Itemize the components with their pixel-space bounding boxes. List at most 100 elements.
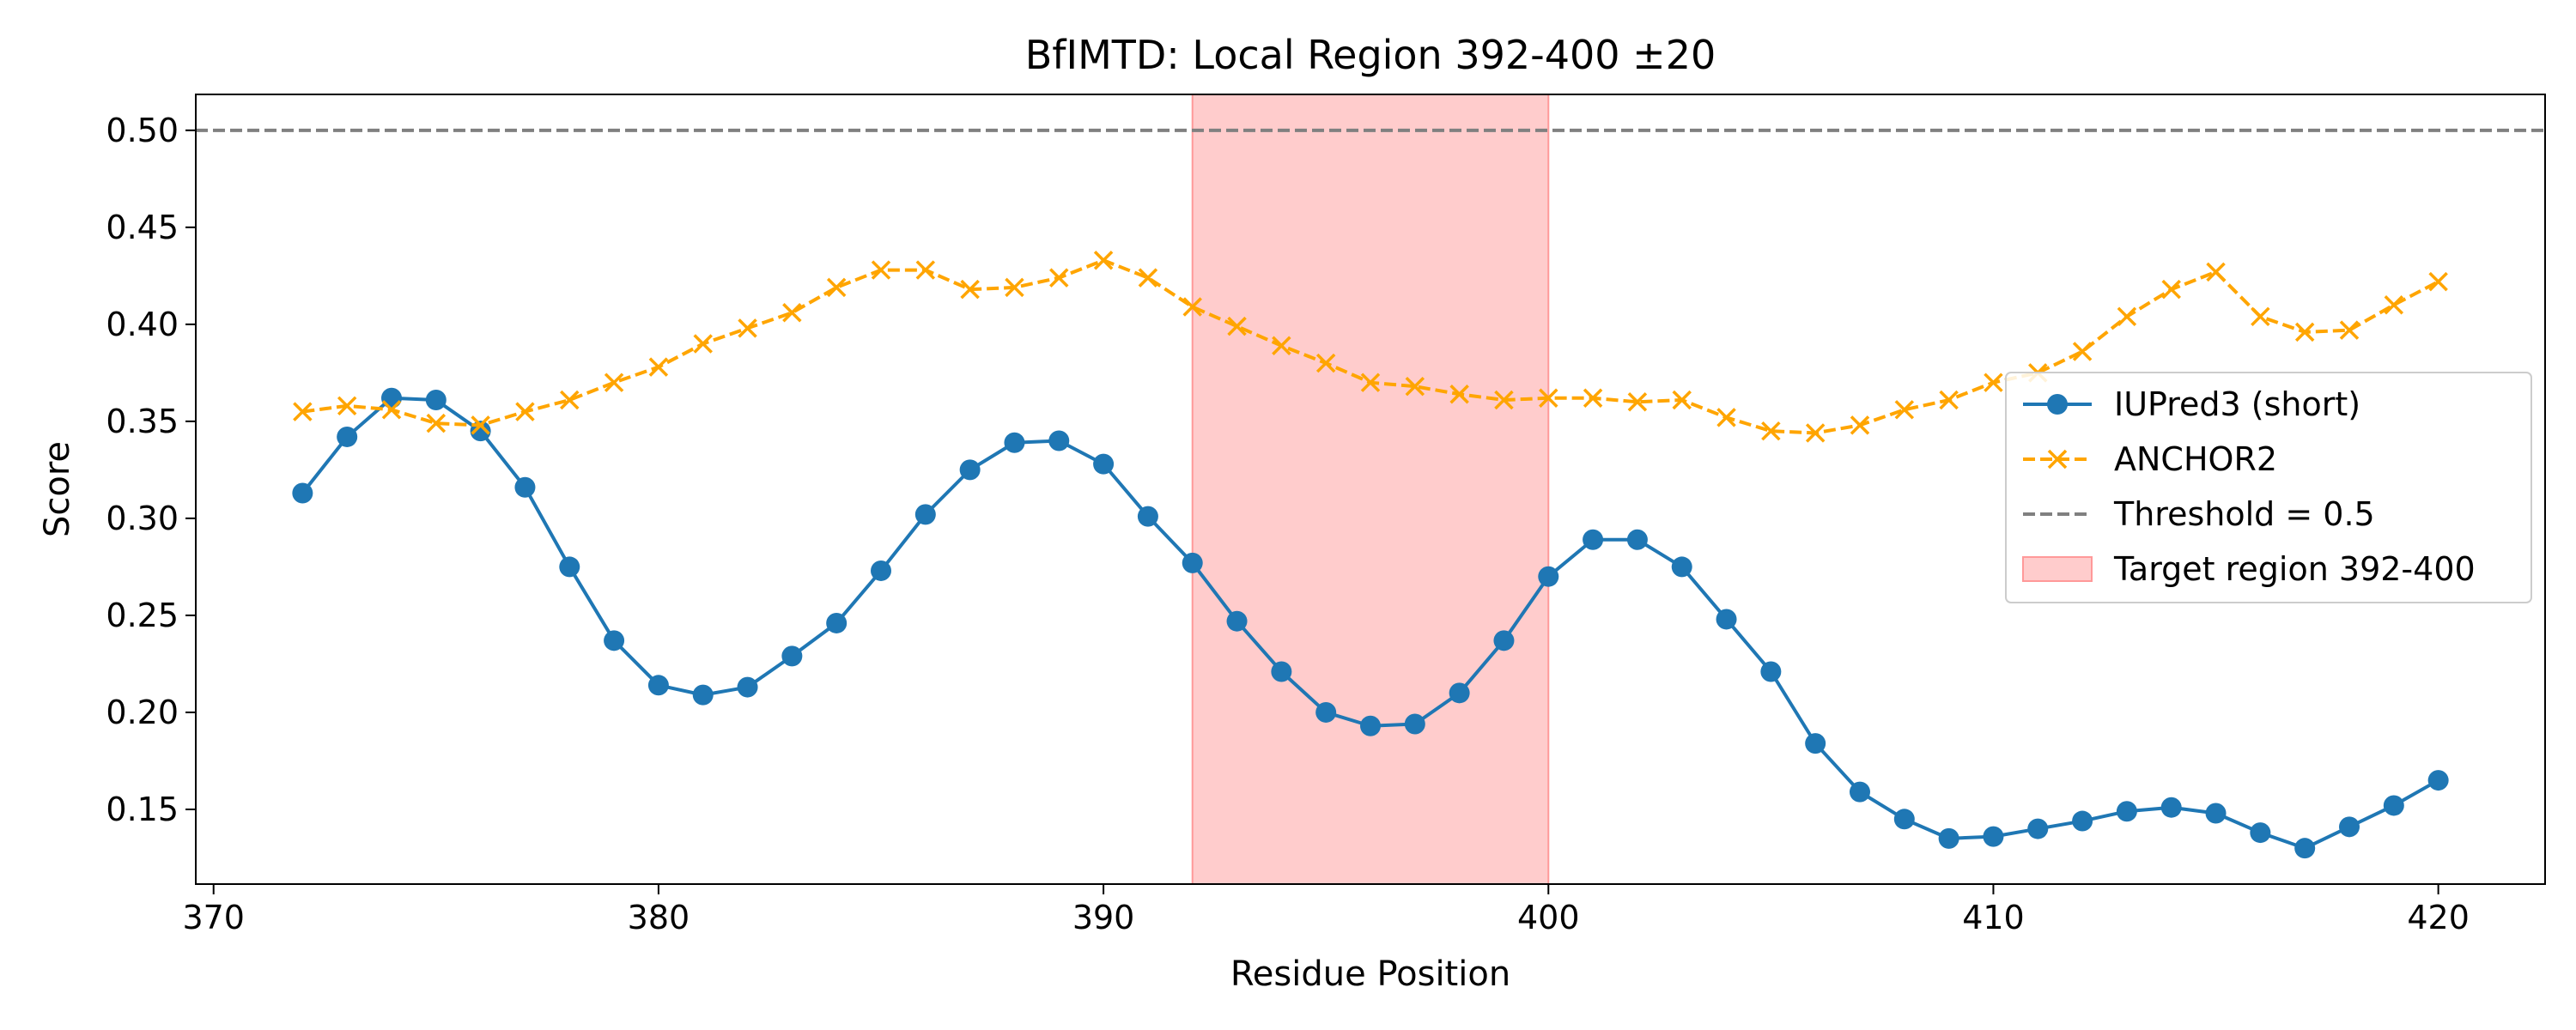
- data-point-anchor2-stroke-b: [2117, 306, 2137, 327]
- data-point-anchor2-stroke-b: [1405, 376, 1425, 397]
- data-point-anchor2-stroke-b: [1182, 297, 1202, 317]
- data-point-anchor2: [2384, 295, 2404, 315]
- data-point-anchor2: [1360, 373, 1381, 392]
- data-point-iupred3: [1493, 630, 1515, 651]
- data-point-anchor2: [560, 390, 580, 410]
- data-point-anchor2: [1405, 376, 1425, 397]
- data-point-anchor2: [2206, 262, 2226, 282]
- data-point-anchor2-stroke-b: [1716, 408, 1736, 427]
- data-point-anchor2: [515, 402, 535, 421]
- legend-label: Threshold = 0.5: [2113, 495, 2375, 533]
- data-point-anchor2-stroke-b: [426, 413, 447, 433]
- y-tick-label: 0.35: [106, 403, 179, 440]
- data-point-anchor2-stroke-b: [1360, 373, 1381, 392]
- data-point-iupred3: [1004, 432, 1025, 453]
- data-point-anchor2: [1272, 336, 1291, 355]
- y-axis-label: Score: [38, 441, 77, 537]
- data-point-anchor2: [1805, 423, 1826, 443]
- data-point-anchor2: [1449, 385, 1469, 404]
- data-point-iupred3: [2294, 838, 2316, 859]
- data-point-iupred3: [1760, 661, 1782, 682]
- data-point-iupred3: [1938, 827, 1959, 849]
- series-layer: [292, 251, 2449, 859]
- data-point-anchor2: [471, 415, 490, 435]
- data-point-anchor2-stroke-b: [2161, 279, 2181, 300]
- data-point-anchor2-stroke-b: [604, 373, 624, 392]
- data-point-iupred3: [1182, 552, 1203, 573]
- data-point-anchor2-stroke-b: [2206, 262, 2226, 282]
- x-tick-label: 400: [1517, 899, 1580, 936]
- data-point-anchor2-stroke-b: [2072, 342, 2093, 361]
- data-point-iupred3: [2205, 803, 2227, 824]
- data-point-anchor2: [693, 334, 713, 354]
- data-point-iupred3: [514, 476, 536, 498]
- x-tick-label: 390: [1072, 899, 1135, 936]
- data-point-anchor2: [1583, 388, 1603, 408]
- data-point-iupred3: [559, 556, 580, 578]
- data-point-iupred3: [1583, 529, 1604, 550]
- x-tick-label: 380: [628, 899, 690, 936]
- data-point-anchor2-stroke-b: [1805, 423, 1826, 443]
- data-point-anchor2-stroke-b: [1138, 268, 1158, 288]
- data-point-iupred3: [2116, 801, 2137, 822]
- data-point-anchor2: [2072, 342, 2093, 361]
- y-axis: 0.15 0.20 0.25 0.30 0.35 0.40 0.45 0.50: [106, 112, 196, 828]
- target-region-band: [1191, 94, 1550, 885]
- data-point-anchor2: [782, 303, 802, 323]
- data-point-anchor2-stroke-b: [2339, 320, 2360, 340]
- data-point-iupred3: [1626, 529, 1648, 550]
- data-point-anchor2: [1182, 297, 1202, 317]
- legend-label: IUPred3 (short): [2114, 385, 2360, 423]
- data-point-iupred3: [1449, 682, 1470, 704]
- data-point-anchor2-stroke-b: [1449, 385, 1469, 404]
- data-point-anchor2-stroke-b: [2251, 306, 2270, 327]
- x-tick-label: 410: [1962, 899, 2025, 936]
- legend-label: Target region 392-400: [2113, 550, 2476, 588]
- data-point-iupred3: [1360, 715, 1381, 736]
- data-point-anchor2: [1227, 316, 1247, 336]
- data-point-anchor2: [1049, 268, 1069, 288]
- data-point-iupred3: [1805, 733, 1826, 754]
- y-tick-label: 0.45: [106, 209, 179, 246]
- data-point-iupred3: [1048, 430, 1070, 451]
- data-point-anchor2-stroke-b: [1984, 373, 2003, 392]
- y-tick-label: 0.50: [106, 112, 179, 149]
- data-point-iupred3: [1226, 610, 1248, 632]
- data-point-anchor2-stroke-b: [1005, 277, 1024, 298]
- data-point-anchor2: [2339, 320, 2360, 340]
- data-point-iupred3: [1137, 506, 1158, 527]
- data-point-anchor2: [1494, 390, 1514, 410]
- data-point-anchor2-stroke-b: [1939, 390, 1959, 410]
- data-point-iupred3: [959, 459, 981, 481]
- data-point-anchor2-stroke-b: [1850, 415, 1870, 435]
- data-point-iupred3: [1315, 701, 1337, 723]
- data-point-iupred3: [2427, 770, 2449, 791]
- data-point-anchor2: [2251, 306, 2270, 327]
- data-point-anchor2: [2117, 306, 2137, 327]
- y-tick-label: 0.15: [106, 791, 179, 828]
- data-point-iupred3: [1850, 781, 1870, 803]
- data-point-iupred3: [1716, 609, 1737, 630]
- y-tick-label: 0.40: [106, 306, 179, 343]
- data-point-iupred3: [1404, 713, 1425, 735]
- data-point-iupred3: [292, 482, 313, 504]
- data-point-iupred3: [604, 630, 625, 651]
- legend-marker-anchor2-stroke-b: [2047, 449, 2068, 470]
- data-point-anchor2-stroke-b: [915, 260, 936, 280]
- data-point-anchor2-stroke-b: [648, 357, 669, 377]
- data-point-anchor2: [426, 413, 447, 433]
- data-point-anchor2-stroke-b: [2294, 322, 2315, 342]
- data-point-anchor2-stroke-b: [1672, 390, 1692, 410]
- data-point-iupred3: [425, 390, 447, 411]
- data-point-anchor2: [1939, 390, 1959, 410]
- data-point-anchor2: [1850, 415, 1870, 435]
- y-tick-label: 0.25: [106, 597, 179, 634]
- data-point-anchor2: [337, 396, 357, 416]
- data-point-anchor2: [604, 373, 624, 392]
- data-point-anchor2-stroke-b: [471, 415, 490, 435]
- data-point-anchor2: [1627, 392, 1648, 412]
- legend-box: [2005, 372, 2532, 603]
- data-point-iupred3: [647, 675, 669, 696]
- data-point-anchor2: [293, 402, 313, 421]
